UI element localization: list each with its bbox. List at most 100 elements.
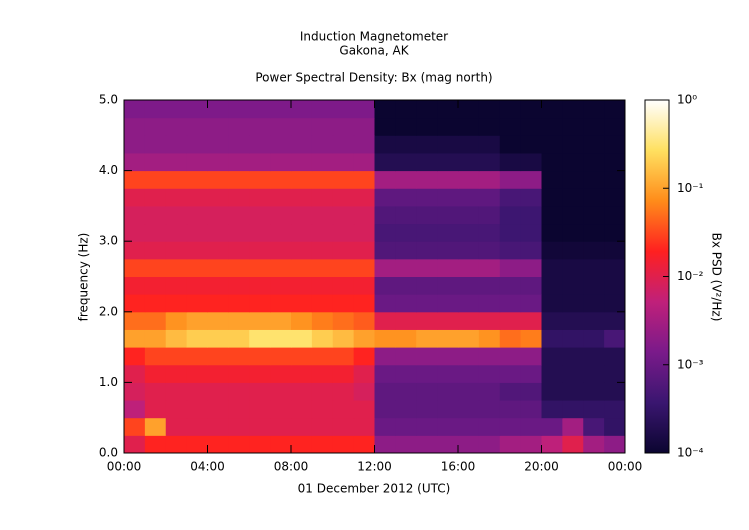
heatmap-cell <box>124 100 146 119</box>
heatmap-cell <box>353 241 375 260</box>
heatmap-cell <box>541 258 563 277</box>
heatmap-cell <box>291 258 313 277</box>
heatmap-cell <box>374 294 396 313</box>
heatmap-cell <box>416 152 438 172</box>
heatmap-cell <box>207 135 229 154</box>
heatmap-cell <box>332 435 355 454</box>
heatmap-cell <box>374 117 396 136</box>
heatmap-cell <box>311 329 334 348</box>
heatmap-cell <box>311 241 334 260</box>
heatmap-cell <box>604 400 626 419</box>
heatmap-cell <box>583 117 605 136</box>
heatmap-cell <box>144 205 167 225</box>
heatmap-cell <box>144 435 167 454</box>
heatmap-cell <box>270 135 292 154</box>
heatmap-cell <box>332 100 355 119</box>
heatmap-cell <box>332 400 355 419</box>
heatmap-cell <box>291 223 313 242</box>
heatmap-cell <box>604 152 626 172</box>
heatmap-cell <box>374 435 396 454</box>
heatmap-cell <box>520 294 542 313</box>
heatmap-cell <box>374 152 396 172</box>
heatmap-cell <box>499 347 522 366</box>
heatmap-cell <box>249 400 271 419</box>
heatmap-cell <box>478 329 501 348</box>
heatmap-cell <box>270 223 292 242</box>
heatmap-cell <box>249 188 271 207</box>
heatmap-cell <box>165 294 188 313</box>
heatmap-cell <box>458 152 480 172</box>
heatmap-cell <box>270 329 292 348</box>
heatmap-cell <box>207 311 229 330</box>
heatmap-cell <box>478 364 501 383</box>
heatmap-cell <box>165 311 188 330</box>
heatmap-cell <box>520 276 542 295</box>
heatmap-cell <box>165 347 188 366</box>
heatmap-cell <box>291 170 313 189</box>
heatmap-cell <box>144 329 167 348</box>
heatmap-cell <box>499 152 522 172</box>
heatmap-cell <box>562 347 584 366</box>
heatmap-cell <box>165 117 188 136</box>
heatmap-cell <box>562 435 584 454</box>
heatmap-cell <box>437 258 459 277</box>
heatmap-cell <box>583 100 605 119</box>
heatmap-cell <box>165 400 188 419</box>
heatmap-cell <box>144 382 167 401</box>
heatmap-cell <box>144 364 167 383</box>
heatmap-cell <box>604 382 626 401</box>
heatmap-cell <box>437 347 459 366</box>
heatmap-cell <box>144 152 167 172</box>
heatmap-cell <box>395 135 417 154</box>
heatmap-cell <box>228 152 250 172</box>
heatmap-cell <box>291 400 313 419</box>
heatmap-cell <box>374 241 396 260</box>
heatmap-cell <box>374 205 396 225</box>
heatmap-cell <box>583 276 605 295</box>
heatmap-cell <box>124 188 146 207</box>
y-tick-label: 2.0 <box>99 304 118 318</box>
heatmap-cell <box>478 382 501 401</box>
heatmap-cell <box>499 435 522 454</box>
heatmap-cell <box>186 258 208 277</box>
heatmap-cell <box>499 117 522 136</box>
heatmap-cell <box>186 329 208 348</box>
x-tick-label: 00:00 <box>608 460 643 474</box>
heatmap-cell <box>416 294 438 313</box>
heatmap-cell <box>437 117 459 136</box>
heatmap-cell <box>437 135 459 154</box>
heatmap-cell <box>499 205 522 225</box>
heatmap-cell <box>207 347 229 366</box>
heatmap-cell <box>353 258 375 277</box>
y-axis-label: frequency (Hz) <box>77 233 91 322</box>
heatmap-cell <box>332 135 355 154</box>
heatmap-cell <box>270 170 292 189</box>
heatmap-cell <box>541 135 563 154</box>
colorbar-tick-label: 10⁻³ <box>677 357 704 371</box>
heatmap-cell <box>562 294 584 313</box>
heatmap-cell <box>583 152 605 172</box>
heatmap-cell <box>291 241 313 260</box>
heatmap-cell <box>249 205 271 225</box>
chart-subtitle: Gakona, AK <box>339 44 409 58</box>
heatmap-cell <box>478 117 501 136</box>
heatmap-cell <box>311 417 334 436</box>
heatmap-cell <box>604 170 626 189</box>
heatmap-cell <box>374 382 396 401</box>
heatmap-cell <box>395 382 417 401</box>
heatmap-cell <box>124 400 146 419</box>
heatmap-cell <box>165 276 188 295</box>
heatmap-cell <box>499 188 522 207</box>
heatmap-cell <box>291 100 313 119</box>
heatmap-cell <box>186 117 208 136</box>
y-tick-label: 4.0 <box>99 163 118 177</box>
heatmap-cell <box>562 276 584 295</box>
heatmap-cell <box>332 276 355 295</box>
heatmap-cell <box>353 152 375 172</box>
heatmap-cell <box>416 435 438 454</box>
heatmap-cell <box>144 241 167 260</box>
heatmap-cell <box>520 241 542 260</box>
heatmap-cell <box>186 152 208 172</box>
heatmap-cell <box>228 347 250 366</box>
